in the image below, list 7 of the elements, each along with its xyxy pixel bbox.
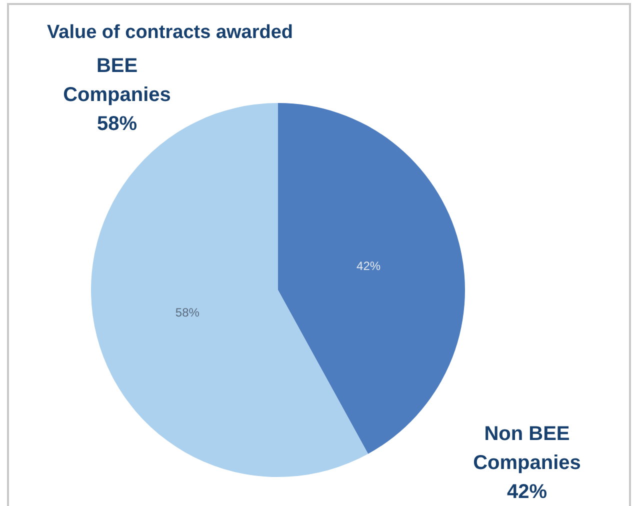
text: 58% (96, 113, 138, 135)
chart-title: Value of contracts awarded (47, 22, 294, 44)
text: 42% (506, 481, 548, 503)
data-label: 58% (175, 306, 200, 320)
slice-label: Non BEE Companies (472, 422, 582, 476)
slice-label: BEE Companies (62, 54, 172, 108)
data-label: 42% (356, 259, 381, 274)
